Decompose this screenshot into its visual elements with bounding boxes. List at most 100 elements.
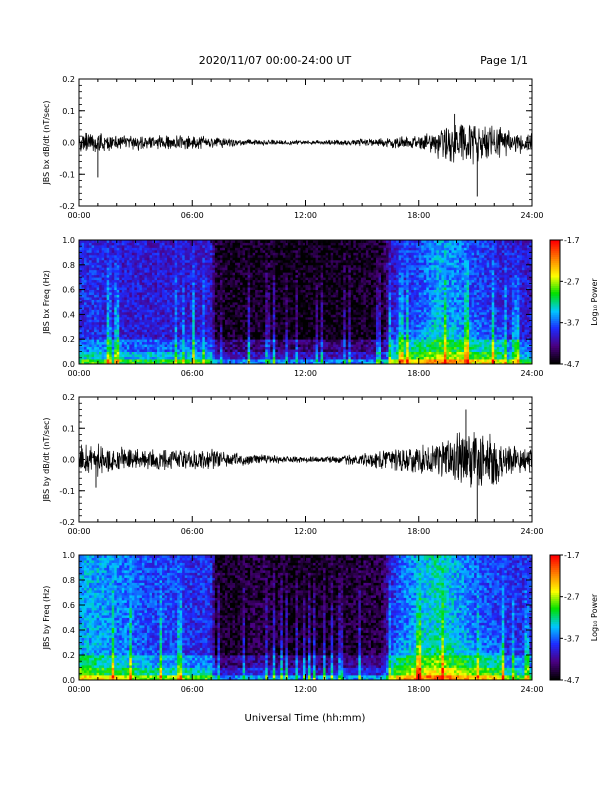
spectrogram-cell: [214, 356, 218, 360]
spectrogram-cell: [172, 311, 176, 315]
spectrogram-cell: [222, 336, 226, 340]
spectrogram-cell: [318, 287, 321, 290]
spectrogram-cell: [167, 309, 170, 313]
spectrogram-cell: [318, 274, 321, 278]
spectrogram-cell: [159, 359, 163, 362]
spectrogram-cell: [126, 274, 130, 278]
spectrogram-cell: [81, 282, 85, 286]
spectrogram-cell: [260, 341, 264, 345]
spectrogram-cell: [295, 331, 299, 335]
spectrogram-cell: [159, 287, 163, 290]
spectrogram-cell: [149, 279, 153, 283]
spectrogram-cell: [212, 272, 216, 276]
spectrogram-cell: [124, 289, 128, 293]
spectrogram-cell: [159, 314, 163, 318]
spectrogram-cell: [252, 326, 256, 330]
spectrogram-cell: [192, 321, 196, 325]
spectrogram-cell: [101, 287, 105, 290]
spectrogram-cell: [212, 319, 216, 323]
spectrogram-cell: [154, 319, 158, 323]
spectrogram-cell: [275, 254, 279, 258]
spectrogram-cell: [323, 354, 327, 357]
spectrogram-cell: [232, 349, 236, 352]
spectrogram-cell: [104, 284, 108, 288]
spectrogram-cell: [101, 309, 105, 313]
spectrogram-cell: [305, 314, 309, 318]
spectrogram-cell: [104, 344, 108, 348]
spectrogram-cell: [109, 351, 113, 355]
spectrogram-cell: [224, 339, 228, 343]
spectrogram-cell: [235, 316, 238, 320]
spectrogram-cell: [146, 324, 150, 328]
spectrogram-cell: [270, 311, 274, 315]
spectrogram-cell: [89, 324, 92, 328]
spectrogram-cell: [94, 344, 98, 348]
spectrogram-cell: [157, 326, 160, 330]
spectrogram-cell: [111, 351, 115, 355]
spectrogram-cell: [169, 354, 173, 357]
spectrogram-cell: [240, 324, 243, 328]
spectrogram-cell: [169, 309, 173, 313]
spectrogram-cell: [94, 339, 98, 343]
spectrogram-cell: [272, 302, 276, 305]
spectrogram-cell: [121, 329, 125, 333]
spectrogram-cell: [184, 344, 188, 348]
spectrogram-cell: [169, 349, 173, 352]
spectrogram-cell: [119, 294, 123, 298]
spectrogram-cell: [91, 319, 95, 323]
spectrogram-cell: [116, 257, 120, 261]
spectrogram-cell: [182, 252, 186, 256]
spectrogram-cell: [214, 321, 218, 325]
spectrogram-cell: [250, 311, 254, 315]
spectrogram-cell: [227, 252, 231, 256]
spectrogram-cell: [84, 272, 87, 276]
spectrogram-cell: [292, 341, 296, 345]
spectrogram-cell: [292, 257, 296, 261]
spectrogram-cell: [151, 359, 155, 362]
spectrogram-cell: [192, 287, 196, 290]
spectrogram-cell: [159, 252, 163, 256]
spectrogram-cell: [252, 277, 256, 281]
spectrogram-cell: [207, 316, 211, 320]
spectrogram-cell: [282, 259, 286, 263]
spectrogram-cell: [237, 287, 241, 290]
spectrogram-cell: [134, 294, 138, 298]
spectrogram-cell: [146, 306, 150, 310]
spectrogram-cell: [287, 346, 291, 350]
spectrogram-cell: [109, 309, 113, 313]
spectrogram-cell: [172, 319, 176, 323]
spectrogram-cell: [297, 282, 301, 286]
spectrogram-cell: [252, 314, 256, 318]
spectrogram-cell: [270, 329, 274, 333]
spectrogram-cell: [94, 346, 98, 350]
spectrogram-cell: [119, 361, 123, 365]
spectrogram-cell: [129, 304, 133, 308]
spectrogram-cell: [275, 341, 279, 345]
spectrogram-cell: [280, 247, 284, 251]
spectrogram-cell: [242, 356, 246, 360]
spectrogram-cell: [217, 306, 221, 310]
spectrogram-cell: [169, 292, 173, 295]
spectrogram-cell: [182, 264, 186, 268]
spectrogram-cell: [86, 302, 90, 305]
spectrogram-cell: [104, 356, 108, 360]
spectrogram-cell: [290, 334, 294, 338]
spectrogram-cell: [277, 302, 281, 305]
spectrogram-cell: [189, 247, 193, 251]
spectrogram-cell: [167, 287, 170, 290]
spectrogram-cell: [310, 274, 314, 278]
spectrogram-cell: [209, 254, 213, 258]
spectrogram-cell: [260, 267, 264, 271]
spectrogram-cell: [237, 336, 241, 340]
spectrogram-cell: [267, 259, 271, 263]
spectrogram-cell: [199, 254, 203, 258]
spectrogram-cell: [141, 257, 145, 261]
spectrogram-cell: [212, 339, 216, 343]
spectrogram-cell: [277, 287, 281, 290]
spectrogram-cell: [313, 329, 316, 333]
spectrogram-cell: [209, 339, 213, 343]
spectrogram-cell: [131, 282, 135, 286]
spectrogram-cell: [262, 277, 266, 281]
spectrogram-cell: [179, 254, 183, 258]
spectrogram-cell: [149, 272, 153, 276]
